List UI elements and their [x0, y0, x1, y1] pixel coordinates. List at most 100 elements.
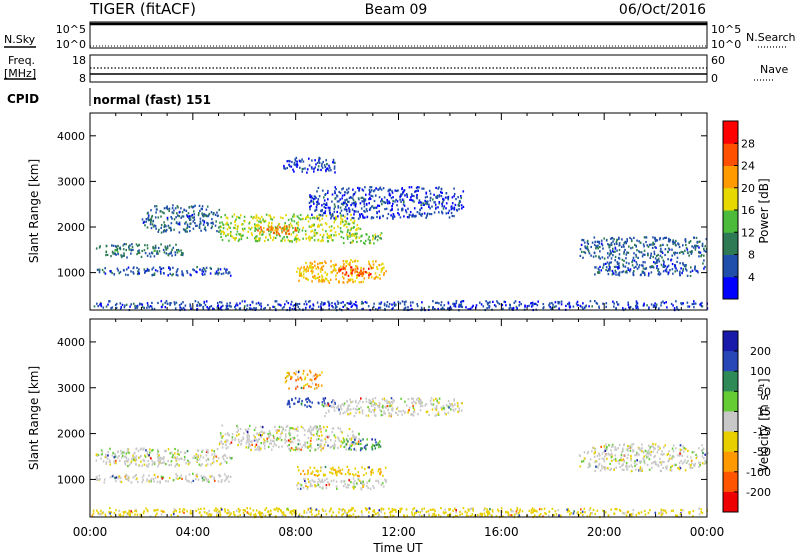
echo-cell-6 — [375, 272, 377, 274]
echo-cell-12 — [107, 304, 109, 306]
echo-cell-2 — [254, 438, 256, 440]
echo-cell-2 — [148, 215, 150, 217]
echo-cell-12 — [222, 305, 224, 307]
echo-cell-12 — [297, 303, 299, 305]
echo-cell-2 — [281, 431, 283, 433]
echo-cell-3 — [291, 225, 293, 227]
echo-cell-7 — [363, 268, 365, 270]
echo-cell-10 — [432, 509, 434, 511]
echo-cell-3 — [358, 443, 360, 445]
echo-cell-2 — [211, 211, 213, 213]
echo-cell-9 — [606, 454, 608, 456]
echo-cell-9 — [600, 446, 602, 448]
echo-cell-12 — [440, 304, 442, 306]
echo-cell-3 — [322, 218, 324, 220]
echo-cell-1 — [120, 271, 122, 273]
echo-cell-2 — [215, 225, 217, 227]
echo-cell-5 — [346, 486, 348, 488]
echo-cell-0 — [222, 456, 224, 458]
echo-cell-12 — [656, 304, 658, 306]
echo-cell-3 — [331, 225, 333, 227]
echo-cell-1 — [210, 267, 212, 269]
echo-cell-12 — [306, 303, 308, 305]
echo-cell-2 — [276, 432, 278, 434]
echo-cell-1 — [211, 476, 213, 478]
echo-cell-12 — [662, 301, 664, 303]
echo-cell-0 — [170, 252, 172, 254]
echo-cell-5 — [317, 481, 319, 483]
echo-cell-6 — [381, 264, 383, 266]
echo-cell-8 — [413, 411, 415, 413]
echo-cell-1 — [195, 478, 197, 480]
echo-cell-3 — [284, 222, 286, 224]
echo-cell-3 — [321, 224, 323, 226]
echo-cell-8 — [294, 158, 296, 160]
echo-cell-9 — [357, 211, 359, 213]
echo-cell-12 — [170, 302, 172, 304]
echo-cell-8 — [432, 408, 434, 410]
echo-cell-9 — [452, 202, 454, 204]
echo-cell-3 — [272, 239, 274, 241]
echo-cell-10 — [581, 244, 583, 246]
echo-cell-1 — [163, 267, 165, 269]
echo-cell-12 — [99, 304, 101, 306]
echo-cell-0 — [177, 451, 179, 453]
echo-cell-9 — [647, 464, 649, 466]
echo-cell-9 — [387, 217, 389, 219]
echo-cell-10 — [573, 510, 575, 512]
echo-cell-2 — [247, 433, 249, 435]
echo-cell-9 — [589, 465, 591, 467]
echo-cell-11 — [634, 260, 636, 262]
echo-cell-10 — [656, 239, 658, 241]
echo-cell-3 — [258, 217, 260, 219]
echo-cell-10 — [672, 510, 674, 512]
echo-cell-6 — [297, 378, 299, 380]
echo-cell-10 — [287, 508, 289, 510]
echo-cell-9 — [597, 467, 599, 469]
echo-cell-2 — [173, 229, 175, 231]
echo-cell-6 — [326, 274, 328, 276]
echo-cell-12 — [356, 307, 358, 309]
echo-cell-0 — [141, 465, 143, 467]
nave-tick-bottom: 0 — [711, 72, 718, 85]
echo-cell-12 — [693, 300, 695, 302]
echo-cell-9 — [419, 199, 421, 201]
echo-cell-6 — [315, 373, 317, 375]
echo-cell-9 — [392, 217, 394, 219]
echo-cell-8 — [359, 400, 361, 402]
echo-cell-0 — [144, 244, 146, 246]
echo-cell-4 — [364, 468, 366, 470]
echo-cell-3 — [318, 239, 320, 241]
echo-cell-9 — [318, 198, 320, 200]
echo-cell-9 — [455, 204, 457, 206]
echo-cell-3 — [308, 220, 310, 222]
echo-cell-1 — [141, 481, 143, 483]
echo-cell-3 — [228, 240, 230, 242]
echo-cell-9 — [437, 196, 439, 198]
echo-cell-3 — [228, 226, 230, 228]
echo-cell-9 — [621, 454, 623, 456]
echo-cell-9 — [594, 456, 596, 458]
echo-cell-3 — [235, 219, 237, 221]
echo-cell-6 — [325, 277, 327, 279]
echo-cell-10 — [229, 511, 231, 513]
echo-cell-0 — [184, 456, 186, 458]
echo-cell-9 — [410, 211, 412, 213]
echo-cell-7 — [305, 399, 307, 401]
echo-cell-2 — [243, 432, 245, 434]
echo-cell-10 — [246, 507, 248, 509]
echo-cell-10 — [607, 252, 609, 254]
echo-cell-1 — [104, 267, 106, 269]
echo-cell-10 — [331, 515, 333, 517]
echo-cell-7 — [318, 402, 320, 404]
echo-cell-8 — [357, 409, 359, 411]
echo-cell-3 — [230, 233, 232, 235]
echo-cell-5 — [344, 483, 346, 485]
echo-cell-12 — [404, 307, 406, 309]
echo-cell-1 — [169, 477, 171, 479]
echo-cell-0 — [124, 460, 126, 462]
echo-cell-2 — [335, 436, 337, 438]
echo-cell-10 — [691, 245, 693, 247]
echo-cell-10 — [650, 257, 652, 259]
echo-cell-10 — [585, 252, 587, 254]
